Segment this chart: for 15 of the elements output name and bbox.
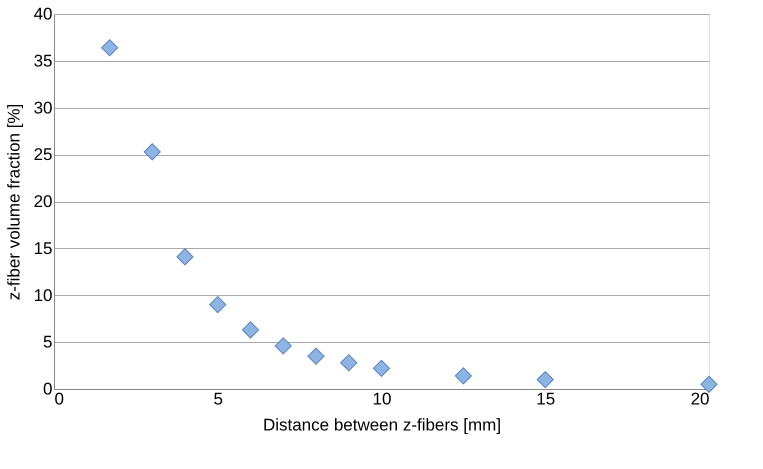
y-tick-label: 20 xyxy=(34,192,52,211)
y-tick-label: 10 xyxy=(34,286,52,305)
y-tick-label: 5 xyxy=(43,332,52,352)
x-axis-title: Distance between z-fibers [mm] xyxy=(262,416,502,434)
x-tick-label: 20 xyxy=(690,390,710,408)
x-tick-label: 15 xyxy=(536,390,556,408)
y-axis-title: z-fiber volume fraction [%] xyxy=(4,104,24,300)
y-tick-label: 25 xyxy=(34,145,52,164)
y-tick-label: 30 xyxy=(34,98,52,118)
x-tick-label: 10 xyxy=(372,390,392,408)
x-tick-label: 5 xyxy=(214,390,223,408)
y-tick-label: 15 xyxy=(34,238,52,258)
y-tick-label: 40 xyxy=(34,4,52,24)
x-tick-label: 0 xyxy=(54,390,64,408)
y-tick-label: 35 xyxy=(34,51,52,70)
